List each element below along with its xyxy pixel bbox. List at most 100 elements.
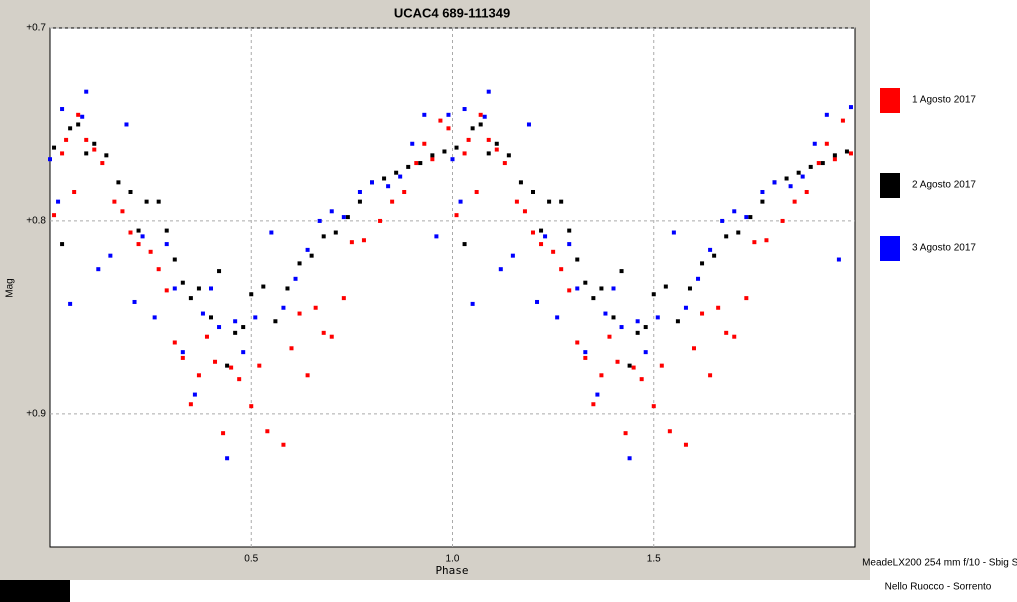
data-point xyxy=(796,170,801,175)
data-point xyxy=(700,261,705,266)
data-point xyxy=(221,431,226,436)
data-point xyxy=(804,189,809,194)
data-point xyxy=(583,350,588,355)
data-point xyxy=(462,151,467,156)
data-point xyxy=(269,230,274,235)
data-point xyxy=(635,319,640,324)
data-point xyxy=(321,330,326,335)
data-point xyxy=(84,137,89,142)
data-point xyxy=(180,350,185,355)
x-tick-label: 1.5 xyxy=(647,554,661,565)
data-point xyxy=(204,334,209,339)
data-point xyxy=(792,199,797,204)
data-point xyxy=(386,184,391,189)
data-point xyxy=(410,141,415,146)
data-point xyxy=(800,174,805,179)
data-point xyxy=(744,215,749,220)
data-point xyxy=(531,189,535,194)
legend-swatch xyxy=(880,236,900,261)
data-point xyxy=(639,377,644,382)
data-point xyxy=(196,286,201,291)
x-tick-label: 0.5 xyxy=(244,554,258,565)
data-point xyxy=(104,153,109,158)
data-point xyxy=(128,230,133,235)
data-point xyxy=(772,180,777,185)
y-tick-label: +0.7 xyxy=(26,23,46,34)
data-point xyxy=(402,189,407,194)
data-point xyxy=(559,267,564,272)
data-point xyxy=(526,122,531,127)
data-point xyxy=(462,107,467,112)
data-point xyxy=(156,199,161,204)
data-point xyxy=(514,199,519,204)
data-point xyxy=(297,311,302,316)
data-point xyxy=(100,161,105,166)
data-point xyxy=(687,286,692,291)
data-point xyxy=(345,215,350,220)
data-point xyxy=(607,334,612,339)
data-point xyxy=(591,402,596,407)
data-point xyxy=(671,230,676,235)
data-point xyxy=(132,299,137,304)
data-point xyxy=(752,240,757,245)
data-point xyxy=(567,288,572,293)
data-point xyxy=(76,112,81,117)
data-point xyxy=(152,315,157,320)
data-point xyxy=(498,267,503,272)
data-point xyxy=(708,373,713,378)
data-point xyxy=(225,363,230,368)
data-point xyxy=(683,305,688,310)
data-point xyxy=(349,240,354,245)
legend-label: 1 Agosto 2017 xyxy=(912,95,976,106)
data-point xyxy=(92,141,97,146)
data-point xyxy=(494,147,499,152)
data-point xyxy=(454,145,459,150)
data-point xyxy=(237,377,242,382)
data-point xyxy=(378,218,383,223)
data-point xyxy=(164,242,169,247)
data-point xyxy=(840,118,845,123)
data-point xyxy=(567,242,572,247)
data-point xyxy=(736,230,741,235)
data-point xyxy=(273,319,278,324)
data-point xyxy=(209,286,213,291)
data-point xyxy=(148,249,153,254)
data-point xyxy=(450,157,455,162)
data-point xyxy=(140,234,145,239)
legend-label: 3 Agosto 2017 xyxy=(912,243,976,254)
data-point xyxy=(305,247,310,252)
data-point xyxy=(249,404,254,409)
data-point xyxy=(64,137,69,142)
data-point xyxy=(724,234,729,239)
data-point xyxy=(462,242,467,247)
data-point xyxy=(394,170,399,175)
data-point xyxy=(281,442,286,447)
data-point xyxy=(329,209,334,214)
data-point xyxy=(196,373,201,378)
data-point xyxy=(225,456,230,461)
data-point xyxy=(136,242,141,247)
data-point xyxy=(724,330,729,335)
data-point xyxy=(470,301,475,306)
data-point xyxy=(56,199,61,204)
data-point xyxy=(543,234,548,239)
data-point xyxy=(663,284,668,289)
data-point xyxy=(820,161,825,166)
data-point xyxy=(357,189,362,194)
data-point xyxy=(80,114,85,119)
data-point xyxy=(522,209,527,214)
data-point xyxy=(667,429,672,434)
data-point xyxy=(317,218,322,223)
data-point xyxy=(494,141,499,146)
data-point xyxy=(329,334,334,339)
data-point xyxy=(502,161,507,166)
data-point xyxy=(631,365,636,370)
data-point xyxy=(824,112,829,117)
data-point xyxy=(603,311,608,316)
data-point xyxy=(555,315,560,320)
data-point xyxy=(748,215,753,220)
data-point xyxy=(108,253,113,258)
data-point xyxy=(627,363,632,368)
data-point xyxy=(539,242,544,247)
data-point xyxy=(539,228,544,233)
